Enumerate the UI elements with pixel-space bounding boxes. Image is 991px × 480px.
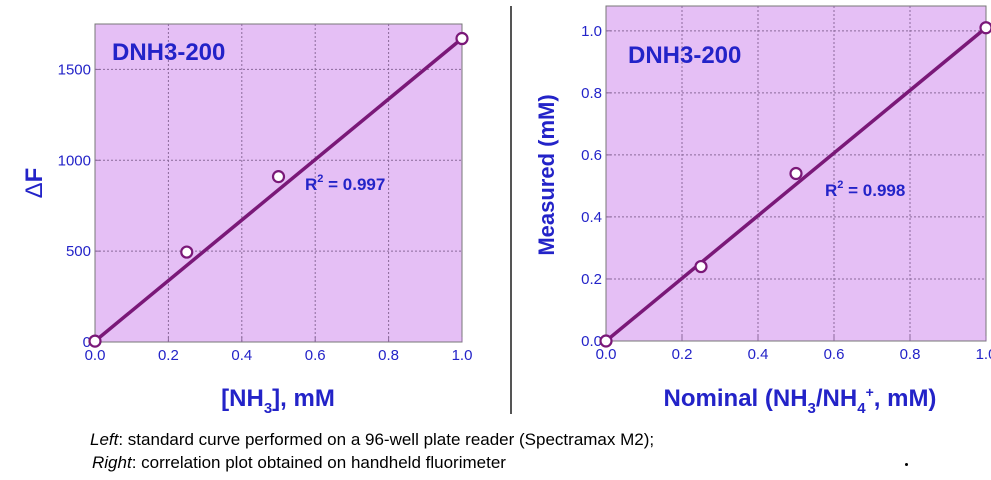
x-tick-labels-right: 0.0 0.2 0.4 0.6 0.8 1.0: [596, 346, 991, 363]
figure-caption: Left: standard curve performed on a 96-w…: [90, 428, 654, 474]
data-points-right: [599, 21, 991, 348]
x-axis-label-left: [NH3], mM: [221, 385, 335, 417]
data-points-left: [88, 31, 469, 348]
fit-line-left: [93, 37, 464, 343]
y-tick-label: 0.0: [581, 333, 602, 350]
r-squared-label-left: R2 = 0.997: [305, 173, 385, 194]
y-tick-label: 1.0: [581, 23, 602, 40]
y-tick-label: 0: [83, 334, 91, 351]
x-tick-label: 1.0: [452, 347, 473, 364]
x-tick-label: 0.0: [596, 346, 617, 363]
caption-right-lead: Right: [92, 453, 132, 472]
caption-left-lead: Left: [90, 430, 119, 449]
y-tick-labels-right: 0.0 0.2 0.4 0.6 0.8 1.0: [581, 23, 602, 350]
x-tick-labels-left: 0.0 0.2 0.4 0.6 0.8 1.0: [85, 347, 473, 364]
y-tick-label: 1500: [58, 61, 91, 78]
x-tick-label: 0.8: [900, 346, 921, 363]
chart-title-left: DNH3-200: [112, 39, 225, 66]
x-tick-label: 0.6: [305, 347, 326, 364]
x-tick-label: 0.2: [672, 346, 693, 363]
x-tick-label: 0.2: [158, 347, 179, 364]
x-tick-label: 1.0: [976, 346, 991, 363]
stray-mark: [905, 463, 908, 466]
data-point: [789, 166, 803, 181]
caption-left-text: : standard curve performed on a 96-well …: [118, 430, 655, 449]
data-point: [271, 170, 286, 184]
data-point: [455, 31, 469, 46]
y-tick-label: 1000: [58, 152, 91, 169]
data-point: [979, 21, 991, 35]
x-tick-label: 0.4: [231, 347, 252, 364]
gridlines-left: [94, 24, 463, 343]
data-point: [180, 245, 194, 259]
x-tick-label: 0.6: [824, 346, 845, 363]
x-tick-label: 0.4: [748, 346, 769, 363]
figure-canvas: 0.0 0.2 0.4 0.6 0.8 1.0 0 500 1000 1500 DNH3-200…: [21, 5, 991, 417]
fit-line-right: [604, 26, 988, 343]
y-axis-label-left: ΔF: [21, 168, 48, 199]
data-point: [88, 334, 102, 348]
x-tick-label: 0.8: [378, 347, 399, 364]
y-tick-label: 0.8: [581, 85, 602, 102]
y-tick-label: 0.6: [581, 147, 602, 164]
x-tick-label: 0.0: [85, 347, 106, 364]
chart-right: 0.0 0.2 0.4 0.6 0.8 1.0 0.0 0.2 0.4 0.6 0.8 1.0 DN…: [534, 5, 991, 417]
data-point: [599, 334, 613, 348]
data-point: [694, 259, 708, 274]
panel-divider: [510, 6, 512, 414]
caption-line-2: Right: correlation plot obtained on hand…: [90, 451, 654, 474]
y-tick-labels-left: 0 500 1000 1500: [58, 61, 91, 351]
y-axis-label-right: Measured (mM): [534, 94, 559, 255]
caption-right-text: : correlation plot obtained on handheld …: [131, 453, 506, 472]
y-tick-label: 0.4: [581, 209, 602, 226]
y-tick-label: 500: [66, 243, 91, 260]
r-squared-label-right: R2 = 0.998: [825, 179, 905, 200]
chart-title-right: DNH3-200: [628, 42, 741, 69]
chart-left: 0.0 0.2 0.4 0.6 0.8 1.0 0 500 1000 1500 DNH3-200…: [21, 23, 473, 417]
caption-line-1: Left: standard curve performed on a 96-w…: [90, 428, 654, 451]
x-axis-label-right: Nominal (NH3/NH4+, mM): [664, 384, 937, 417]
y-tick-label: 0.2: [581, 271, 602, 288]
